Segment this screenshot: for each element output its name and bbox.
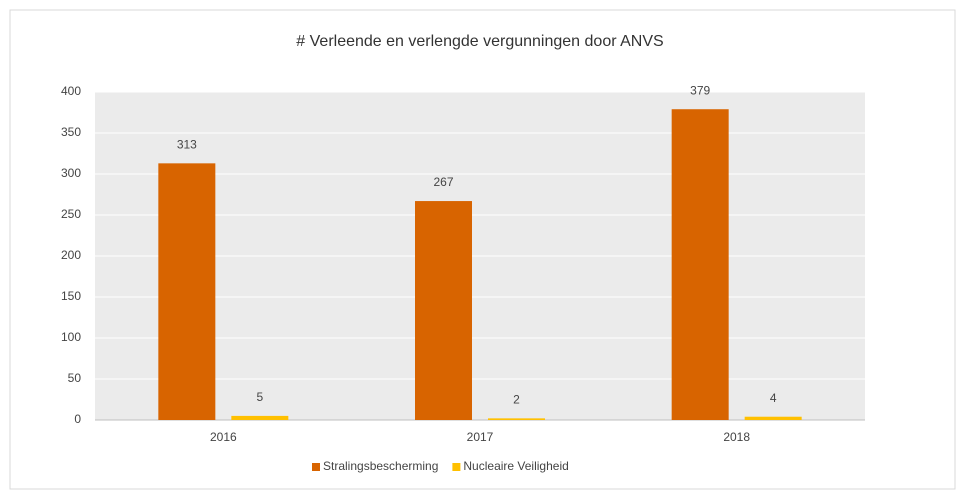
chart-title: # Verleende en verlengde vergunningen do… [296, 33, 663, 50]
x-tick-label: 2017 [467, 430, 494, 444]
y-tick-label: 150 [61, 289, 81, 303]
data-label: 267 [433, 175, 453, 189]
legend-swatch [312, 463, 320, 471]
y-tick-label: 300 [61, 166, 81, 180]
y-tick-label: 350 [61, 125, 81, 139]
data-label: 4 [770, 391, 777, 405]
legend-label: Nucleaire Veiligheid [463, 459, 568, 473]
bar [158, 163, 216, 420]
data-label: 313 [177, 138, 197, 152]
bar [671, 109, 729, 420]
bar [488, 418, 545, 420]
y-tick-label: 0 [74, 412, 81, 426]
y-tick-label: 250 [61, 207, 81, 221]
legend-swatch [452, 463, 461, 471]
y-tick-label: 400 [61, 84, 81, 98]
bar [744, 416, 802, 420]
y-tick-label: 100 [61, 330, 81, 344]
x-tick-label: 2018 [723, 430, 750, 444]
data-label: 5 [256, 390, 263, 404]
y-tick-label: 50 [68, 371, 82, 385]
data-label: 2 [513, 393, 520, 407]
legend-label: Stralingsbescherming [323, 459, 438, 473]
x-tick-label: 2016 [210, 430, 237, 444]
bar [231, 415, 289, 420]
y-tick-label: 200 [61, 248, 81, 262]
data-label: 379 [690, 83, 710, 97]
bar [415, 201, 472, 420]
